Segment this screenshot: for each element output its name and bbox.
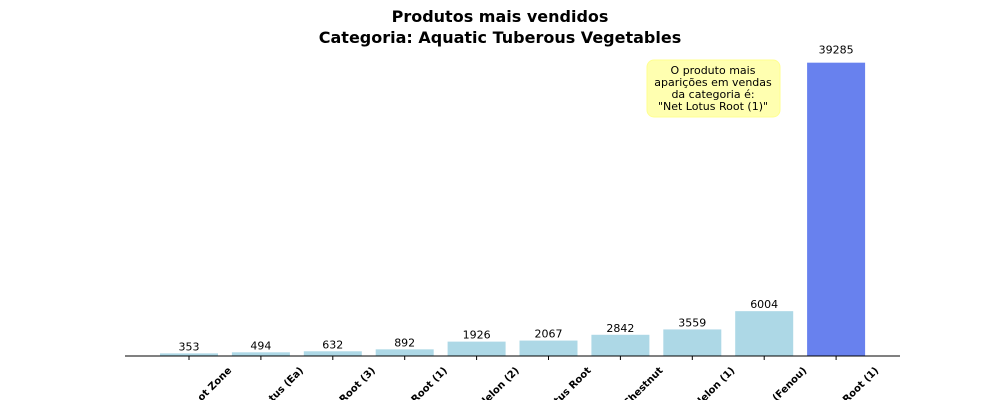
value-label: 1926 bbox=[463, 329, 491, 342]
annotation-line: da categoria é: bbox=[671, 88, 754, 101]
value-label: 892 bbox=[394, 336, 415, 349]
x-tick-label: ot Zone bbox=[196, 365, 234, 400]
bar bbox=[375, 349, 434, 356]
value-label: 632 bbox=[322, 338, 343, 351]
chart-title: Produtos mais vendidos bbox=[392, 7, 609, 26]
value-label: 3559 bbox=[678, 316, 706, 329]
value-label: 2842 bbox=[606, 322, 634, 335]
value-label: 353 bbox=[179, 340, 200, 353]
annotation-line: O produto mais bbox=[671, 64, 756, 77]
chart-subtitle: Categoria: Aquatic Tuberous Vegetables bbox=[319, 28, 681, 47]
bar bbox=[160, 353, 218, 356]
bar bbox=[231, 352, 290, 356]
bar bbox=[591, 334, 650, 356]
bar bbox=[519, 340, 578, 356]
value-label: 494 bbox=[250, 339, 271, 352]
x-tick-label: (Fenou) bbox=[771, 365, 810, 400]
annotation-box bbox=[646, 59, 781, 118]
x-tick-label: Root (3) bbox=[338, 365, 378, 400]
x-tick-label: lelon (2) bbox=[481, 365, 522, 400]
bar bbox=[663, 329, 722, 356]
x-tick-label: Root (1) bbox=[841, 365, 881, 400]
annotation-line: "Net Lotus Root (1)" bbox=[658, 100, 768, 113]
x-tick-label: lelon (1) bbox=[696, 365, 737, 400]
x-tick-label: tus Root bbox=[552, 365, 594, 400]
bar bbox=[447, 341, 506, 356]
value-label: 2067 bbox=[535, 328, 563, 341]
bar bbox=[807, 62, 866, 357]
value-label: 39285 bbox=[819, 44, 854, 57]
bar bbox=[303, 351, 362, 356]
bar bbox=[735, 311, 794, 356]
value-label: 6004 bbox=[750, 298, 778, 311]
x-tick-label: Chestnut bbox=[622, 365, 666, 400]
x-tick-label: tus (Ea) bbox=[267, 365, 306, 400]
annotation-line: aparições em vendas bbox=[654, 76, 772, 89]
x-tick-label: Root (1) bbox=[410, 365, 450, 400]
